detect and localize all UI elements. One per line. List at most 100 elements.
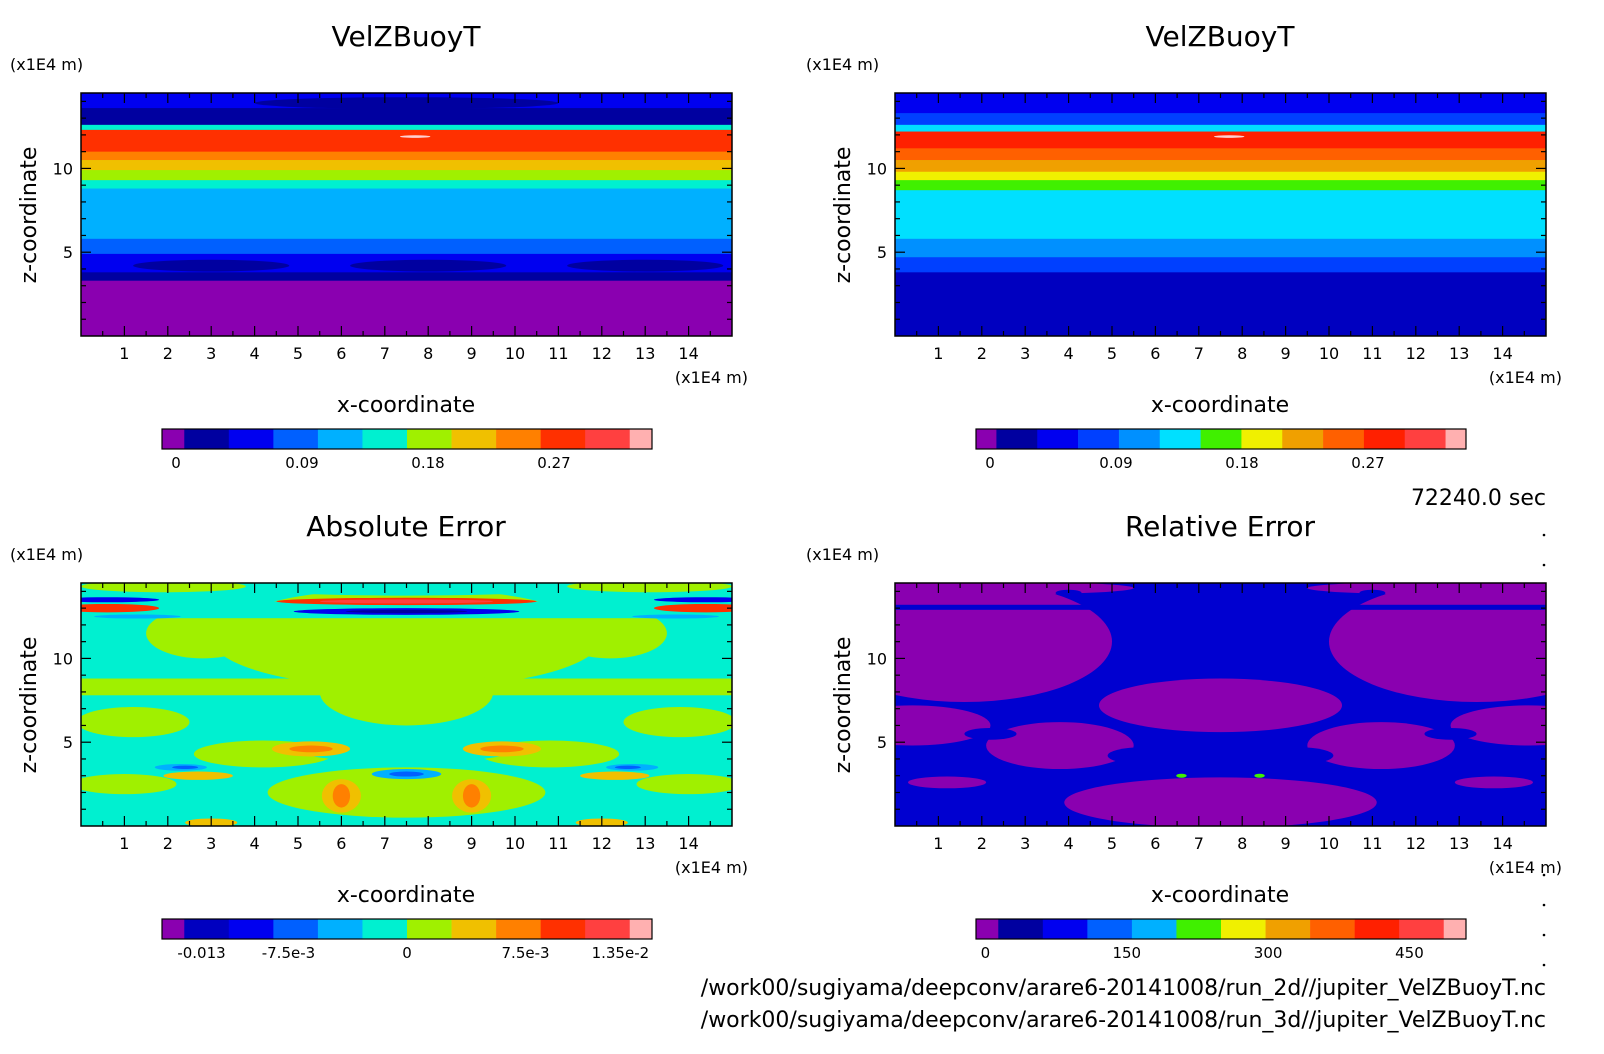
x-tick-label: 9 — [1281, 344, 1291, 363]
contour-band — [895, 160, 1546, 173]
colorbar-cell — [1404, 429, 1446, 449]
contour-band — [81, 272, 732, 282]
contour-region — [567, 583, 732, 593]
y-tick-label: 5 — [877, 733, 887, 752]
colorbar-cell — [629, 429, 653, 449]
contour-region — [1098, 591, 1343, 605]
contour-region — [632, 614, 719, 619]
contour-band — [895, 190, 1546, 240]
contour-region — [614, 765, 641, 770]
contour-region — [163, 771, 233, 780]
marker-dot — [1542, 533, 1546, 537]
x-tick-label: 2 — [977, 834, 987, 853]
x-unit-label: (x1E4 m) — [675, 858, 748, 877]
contour-region — [653, 597, 732, 603]
contour-band — [895, 272, 1546, 336]
y-tick-label: 10 — [53, 649, 73, 668]
colorbar-cell — [273, 429, 319, 449]
x-tick-label: 9 — [467, 834, 477, 853]
x-axis-label: x-coordinate — [337, 393, 475, 418]
x-tick-label: 10 — [505, 834, 525, 853]
colorbar-tick-label: 0 — [985, 454, 995, 472]
colorbar-cell — [1118, 429, 1161, 449]
x-tick-label: 1 — [933, 834, 943, 853]
panel-bottom-left: Absolute Error (x1E4 m) (x1E4 m) x-coord… — [10, 510, 748, 962]
panel-top-right: VelZBuoyT (x1E4 m) (x1E4 m) x-coordinate… — [806, 20, 1562, 472]
y-unit-label: (x1E4 m) — [806, 55, 879, 74]
colorbar-cell — [1241, 429, 1283, 449]
colorbar: -0.013 -7.5e-3 0 7.5e-3 1.35e-2 — [161, 918, 653, 962]
colorbar-cell — [1221, 919, 1266, 939]
file-path-3d: /work00/sugiyama/deepconv/arare6-2014100… — [701, 1008, 1546, 1033]
x-tick-label: 4 — [1064, 344, 1074, 363]
colorbar-cell — [496, 429, 541, 449]
y-tick-label: 10 — [867, 649, 887, 668]
contour-region — [964, 727, 1017, 740]
x-tick-label: 3 — [1020, 344, 1030, 363]
contour-region — [241, 583, 572, 596]
colorbar-cell — [228, 919, 274, 939]
x-tick-label: 12 — [592, 834, 612, 853]
file-path-2d: /work00/sugiyama/deepconv/arare6-2014100… — [701, 976, 1546, 1001]
x-tick-label: 7 — [380, 344, 390, 363]
y-unit-label: (x1E4 m) — [10, 55, 83, 74]
x-tick-label: 5 — [293, 834, 303, 853]
x-tick-label: 11 — [1362, 834, 1382, 853]
x-tick-label: 8 — [423, 344, 433, 363]
x-tick-label: 4 — [250, 344, 260, 363]
x-axis-label: x-coordinate — [1151, 883, 1289, 908]
x-unit-label: (x1E4 m) — [675, 368, 748, 387]
contour-band — [81, 129, 732, 153]
x-tick-label: 1 — [933, 344, 943, 363]
contour-region — [1107, 747, 1178, 764]
contour-band — [81, 170, 732, 181]
colorbar: 0 150 300 450 — [975, 918, 1467, 962]
contour-region — [623, 707, 732, 738]
colorbar-tick-label: -7.5e-3 — [262, 944, 315, 962]
contour-region — [1450, 705, 1546, 746]
contour-region — [94, 614, 181, 619]
colorbar-cell — [162, 429, 185, 449]
contour-region — [947, 259, 1104, 272]
colorbar-cell — [1323, 429, 1365, 449]
contour-region — [389, 771, 424, 777]
colorbar-cell — [1399, 919, 1445, 939]
x-unit-label: (x1E4 m) — [1489, 368, 1562, 387]
colorbar-frame — [975, 918, 1467, 940]
contour-region — [202, 717, 264, 734]
panel-top-left: VelZBuoyT (x1E4 m) (x1E4 m) x-coordinate… — [10, 20, 748, 472]
contour-region — [81, 94, 186, 105]
colorbar-tick-label: -0.013 — [177, 944, 225, 962]
contour-region — [1213, 135, 1245, 138]
contour-region — [580, 771, 650, 780]
colorbar-tick-label: 7.5e-3 — [502, 944, 550, 962]
contour-region — [986, 722, 1134, 770]
x-tick-label: 5 — [1107, 344, 1117, 363]
marker-dot — [1542, 563, 1546, 567]
colorbar-cell — [996, 429, 1038, 449]
contour-region — [81, 583, 246, 593]
y-tick-label: 5 — [63, 243, 73, 262]
colorbar-frame — [161, 918, 653, 940]
contour-band — [895, 180, 1546, 191]
y-axis-label: z-coordinate — [17, 637, 42, 774]
x-tick-label: 10 — [1319, 344, 1339, 363]
x-tick-label: 10 — [505, 344, 525, 363]
contour-band — [81, 238, 732, 255]
colorbar-frame — [975, 428, 1467, 450]
contour-region — [81, 774, 177, 795]
contour-region — [345, 609, 468, 614]
x-tick-label: 13 — [635, 834, 655, 853]
y-tick-label: 10 — [867, 159, 887, 178]
colorbar-cell — [998, 919, 1044, 939]
colorbar-cell — [1265, 919, 1311, 939]
colorbar-cell — [362, 919, 408, 939]
x-tick-label: 11 — [548, 834, 568, 853]
colorbar-cell — [585, 919, 631, 939]
y-axis-label: z-coordinate — [831, 637, 856, 774]
colorbar-cell — [496, 919, 541, 939]
x-tick-label: 9 — [467, 344, 477, 363]
x-tick-label: 4 — [250, 834, 260, 853]
